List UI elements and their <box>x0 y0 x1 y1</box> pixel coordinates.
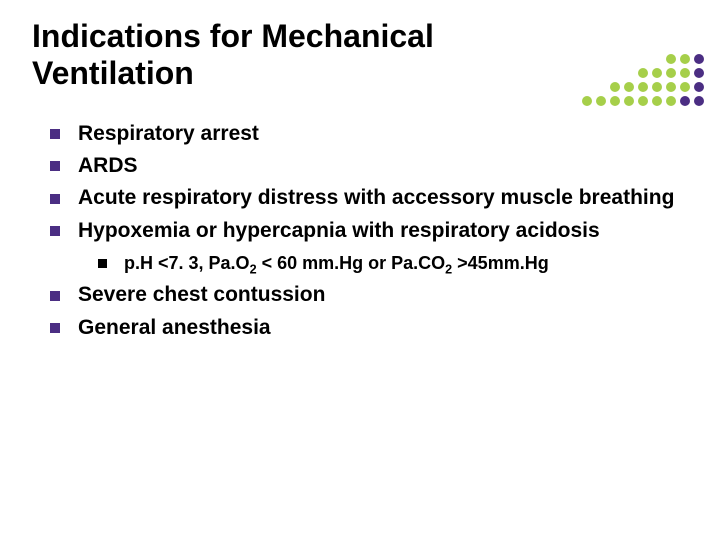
slide: Indications for Mechanical Ventilation R… <box>0 0 720 540</box>
deco-row <box>564 82 704 92</box>
deco-dot <box>638 68 648 78</box>
slide-title: Indications for Mechanical Ventilation <box>32 18 552 92</box>
deco-dot <box>666 82 676 92</box>
bullet-text: Hypoxemia or hypercapnia with respirator… <box>78 219 600 242</box>
deco-dot <box>694 68 704 78</box>
sub-bullet-list: p.H <7. 3, Pa.O2 < 60 mm.Hg or Pa.CO2 >4… <box>78 251 692 275</box>
bullet-text: Severe chest contussion <box>78 283 325 306</box>
deco-dot <box>694 96 704 106</box>
bullet-item: Severe chest contussion <box>50 281 692 309</box>
deco-dot <box>624 96 634 106</box>
bullet-item: Acute respiratory distress with accessor… <box>50 184 692 212</box>
bullet-item: Respiratory arrest <box>50 120 692 148</box>
bullet-list: Respiratory arrest ARDS Acute respiratory … <box>32 120 692 342</box>
bullet-item: Hypoxemia or hypercapnia with respirator… <box>50 217 692 276</box>
deco-dot <box>694 82 704 92</box>
bullet-text: General anesthesia <box>78 316 271 339</box>
bullet-text: Acute respiratory distress with accessor… <box>78 186 674 209</box>
deco-dot <box>680 54 690 64</box>
deco-row <box>564 68 704 78</box>
deco-dot <box>596 96 606 106</box>
deco-dot <box>638 82 648 92</box>
deco-dot <box>666 68 676 78</box>
deco-dot <box>652 82 662 92</box>
deco-dot <box>652 96 662 106</box>
deco-row <box>564 96 704 106</box>
deco-dot <box>680 68 690 78</box>
deco-dot <box>624 82 634 92</box>
deco-dot <box>680 96 690 106</box>
deco-dot <box>638 96 648 106</box>
corner-decoration <box>564 54 704 110</box>
deco-dot <box>610 82 620 92</box>
bullet-text: Respiratory arrest <box>78 122 259 145</box>
deco-row <box>564 54 704 64</box>
deco-dot <box>610 96 620 106</box>
deco-dot <box>680 82 690 92</box>
bullet-text: ARDS <box>78 154 138 177</box>
deco-dot <box>652 68 662 78</box>
sub-bullet-item: p.H <7. 3, Pa.O2 < 60 mm.Hg or Pa.CO2 >4… <box>98 251 692 275</box>
bullet-item: ARDS <box>50 152 692 180</box>
bullet-item: General anesthesia <box>50 314 692 342</box>
deco-dot <box>666 96 676 106</box>
deco-dot <box>666 54 676 64</box>
deco-dot <box>582 96 592 106</box>
deco-dot <box>694 54 704 64</box>
